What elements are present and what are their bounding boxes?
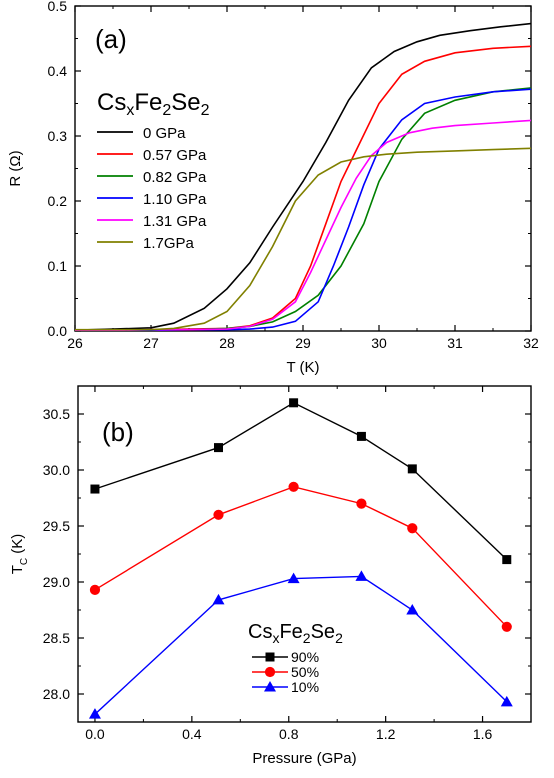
data-point-triangle — [264, 681, 276, 692]
x-axis-label: T (K) — [286, 359, 319, 376]
data-point-square — [356, 431, 366, 441]
panel-label: (a) — [95, 24, 127, 54]
x-axis-label: Pressure (GPa) — [252, 750, 356, 767]
subscript: x — [272, 630, 279, 646]
data-point-square — [407, 464, 417, 474]
legend-title: CsxFe2Se2 — [97, 89, 210, 119]
data-point-circle — [264, 666, 276, 678]
data-point-triangle — [287, 572, 300, 584]
series-line-0 — [94, 402, 508, 561]
y-tick-label: 28.0 — [43, 686, 70, 702]
data-point-square — [289, 398, 299, 408]
legend-label: 1.31 GPa — [143, 213, 207, 230]
x-tick-label: 1.2 — [376, 726, 396, 742]
data-point-triangle — [406, 604, 419, 615]
data-point-square — [265, 652, 275, 662]
panel-a-resistance-vs-temperature: 26 27 28 29 30 31 32 0.0 0.1 0.2 0.3 0.4 0.5 (a) T (K)… — [7, 0, 539, 376]
y-tick-label: 0.0 — [48, 323, 68, 339]
data-point-circle — [356, 498, 367, 509]
y-axis-label: TC (K) — [9, 534, 30, 575]
y-tick-label: 30.0 — [43, 462, 70, 478]
subscript: x — [126, 102, 134, 119]
subscript: 2 — [335, 630, 343, 646]
data-point-square — [90, 484, 100, 494]
x-tick-label: 0.8 — [279, 726, 299, 742]
series-line-0 — [75, 22, 531, 331]
data-point-square — [502, 555, 512, 565]
legend-title: CsxFe2Se2 — [248, 621, 343, 646]
text-span: Fe — [134, 89, 162, 116]
x-tick-label: 26 — [67, 335, 83, 351]
text-span: Fe — [279, 621, 302, 643]
legend-label: 0 GPa — [143, 125, 186, 142]
x-tick-label: 29 — [295, 335, 311, 351]
x-tick-label: 31 — [447, 335, 463, 351]
series-line-2 — [94, 575, 508, 715]
y-tick-label: 0.1 — [48, 258, 68, 274]
data-point-triangle — [212, 593, 225, 605]
subscript: 2 — [162, 102, 171, 119]
series-line-4 — [75, 119, 531, 331]
data-point-circle — [89, 584, 101, 595]
data-point-square — [214, 443, 224, 453]
text-span: Se — [171, 89, 200, 116]
y-axis-label: R (Ω) — [7, 150, 24, 186]
subscript: 2 — [201, 102, 210, 119]
series-line-1 — [94, 486, 508, 628]
data-point-circle — [213, 509, 224, 520]
legend-label: 90% — [291, 649, 319, 665]
data-point-triangle — [500, 695, 513, 707]
legend-label: 0.57 GPa — [143, 147, 207, 164]
text-span: Cs — [248, 621, 272, 643]
series-line-5 — [75, 147, 531, 331]
data-point-triangle — [88, 708, 101, 719]
subscript: 2 — [303, 630, 311, 646]
y-tick-label: 0.5 — [48, 0, 68, 14]
y-tick-label: 28.5 — [43, 630, 70, 646]
x-tick-label: 1.6 — [473, 726, 493, 742]
y-tick-label: 0.2 — [48, 193, 68, 209]
x-tick-label: 0.4 — [182, 726, 202, 742]
y-tick-label: 0.4 — [48, 63, 68, 79]
legend-label: 0.82 GPa — [143, 169, 207, 186]
subscript: C — [19, 558, 30, 565]
x-tick-label: 27 — [143, 335, 159, 351]
data-point-triangle — [355, 570, 368, 581]
data-point-circle — [288, 481, 299, 492]
x-tick-label: 32 — [523, 335, 539, 351]
x-tick-label: 0.0 — [85, 726, 105, 742]
y-tick-label: 29.0 — [43, 574, 70, 590]
legend-label: 1.10 GPa — [143, 191, 207, 208]
panel-label: (b) — [102, 417, 134, 447]
x-tick-label: 28 — [219, 335, 235, 351]
text-span: T — [9, 565, 26, 574]
data-point-circle — [501, 621, 512, 632]
text-span: Se — [311, 621, 335, 643]
legend-label: 10% — [291, 679, 319, 695]
text-span: Cs — [97, 89, 126, 116]
text-span: (K) — [9, 534, 26, 558]
y-tick-label: 0.3 — [48, 128, 68, 144]
data-point-circle — [407, 523, 418, 534]
x-tick-label: 30 — [371, 335, 387, 351]
legend-label: 50% — [291, 664, 319, 680]
y-tick-label: 30.5 — [43, 406, 70, 422]
panel-b-tc-vs-pressure: 0.0 0.4 0.8 1.2 1.6 28.0 28.5 29.0 29.5 30.0 30.5 (… — [9, 385, 532, 767]
legend-label: 1.7GPa — [143, 235, 195, 252]
y-tick-label: 29.5 — [43, 518, 70, 534]
